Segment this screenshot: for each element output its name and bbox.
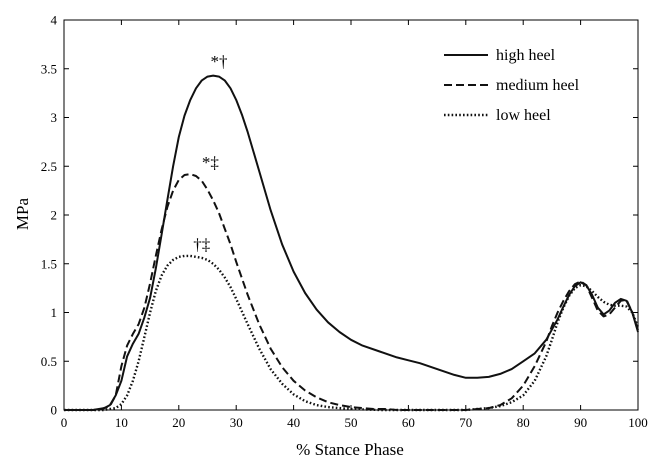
x-tick-label: 50 xyxy=(345,415,358,430)
significance-marker: *† xyxy=(210,52,227,71)
series-line-medium-heel xyxy=(64,173,639,411)
x-axis-ticks: 0 10 20 30 40 50 60 70 80 90 100 xyxy=(61,20,648,430)
y-axis-ticks: 0 0.5 1 1.5 2 2.5 3 3.5 4 xyxy=(41,13,638,418)
x-tick-label: 100 xyxy=(628,415,648,430)
x-tick-label: 40 xyxy=(287,415,300,430)
y-axis-title: MPa xyxy=(13,197,32,230)
x-tick-label: 70 xyxy=(459,415,472,430)
y-tick-label: 4 xyxy=(51,13,58,28)
annotations: *† *‡ †‡ xyxy=(193,52,227,254)
significance-marker: *‡ xyxy=(202,153,219,172)
legend-label: low heel xyxy=(496,107,551,124)
y-tick-label: 3 xyxy=(51,110,58,125)
x-tick-label: 80 xyxy=(517,415,530,430)
y-tick-label: 1 xyxy=(51,305,58,320)
y-tick-label: 2 xyxy=(51,208,58,223)
legend-label: medium heel xyxy=(496,77,580,94)
x-tick-label: 20 xyxy=(172,415,185,430)
significance-marker: †‡ xyxy=(193,235,210,254)
series-line-low-heel xyxy=(64,254,640,412)
x-tick-label: 10 xyxy=(115,415,128,430)
x-tick-label: 0 xyxy=(61,415,68,430)
series-layer xyxy=(64,74,640,412)
y-tick-label: 0.5 xyxy=(41,354,57,369)
y-tick-label: 3.5 xyxy=(41,61,57,76)
y-tick-label: 0 xyxy=(51,403,58,418)
legend: high heel medium heel low heel xyxy=(444,47,580,124)
x-tick-label: 60 xyxy=(402,415,415,430)
x-tick-label: 90 xyxy=(574,415,587,430)
series-line-high-heel xyxy=(64,74,639,411)
y-tick-label: 1.5 xyxy=(41,256,57,271)
y-tick-label: 2.5 xyxy=(41,159,57,174)
legend-label: high heel xyxy=(496,47,556,64)
x-tick-label: 30 xyxy=(230,415,243,430)
x-axis-title: % Stance Phase xyxy=(296,440,404,459)
